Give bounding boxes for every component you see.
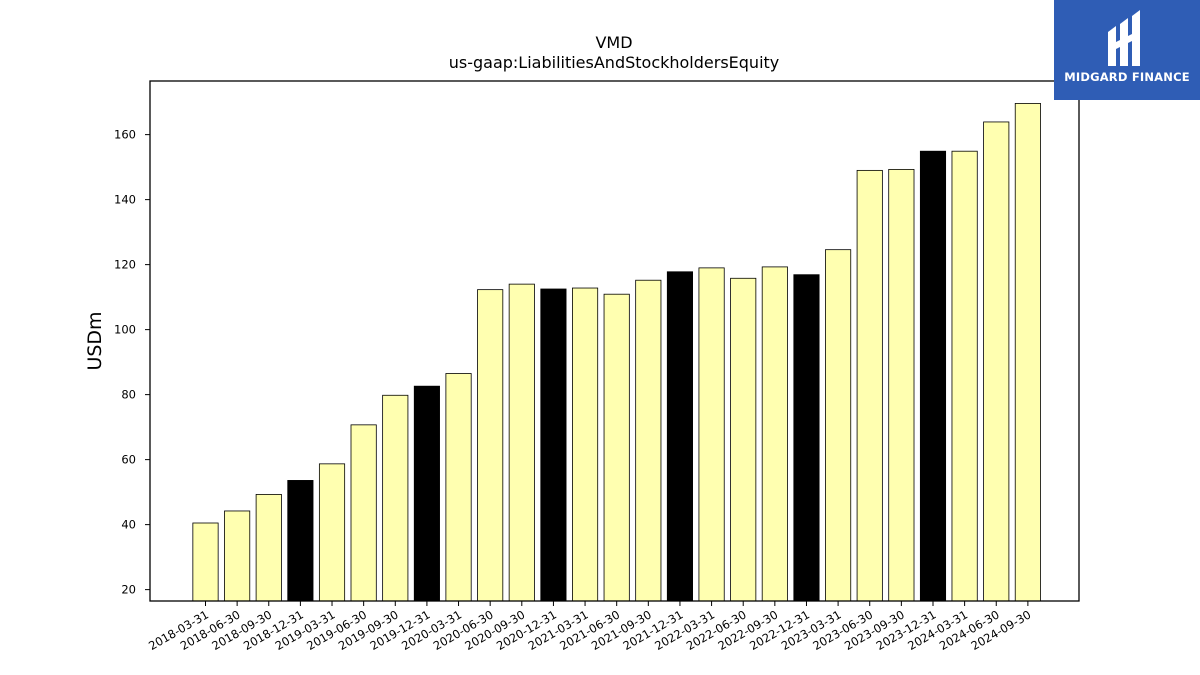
chart-title: VMD [595,33,632,52]
bar-2020-12-31 [540,288,567,602]
plot-frame [149,80,1080,602]
bar-2018-06-30 [224,510,251,602]
y-axis-ticks: 20 40 60 80 100 120 140 160 [114,128,150,597]
y-tick-label: 60 [121,453,136,467]
bar-2023-03-31 [825,249,852,602]
y-tick-label: 140 [114,193,136,207]
bar-2021-12-31 [666,271,693,602]
bar-2022-06-30 [730,277,757,602]
bar-2023-09-30 [888,168,915,602]
bar-2022-03-31 [698,267,725,602]
y-tick-label: 160 [114,128,136,142]
bar-2024-06-30 [983,121,1010,602]
bar-2024-03-31 [951,150,978,602]
bar-2021-06-30 [603,293,630,602]
bar-2021-03-31 [572,287,599,602]
y-tick-label: 80 [121,388,136,402]
y-tick-label: 120 [114,258,136,272]
bar-2018-12-31 [287,480,314,602]
bar-2019-06-30 [350,424,377,602]
bar-2022-12-31 [793,274,820,602]
x-axis-ticks: 2018-03-312018-06-302018-09-302018-12-31… [146,601,1033,653]
bar-2024-09-30 [1014,103,1041,602]
bar-2018-09-30 [255,493,282,602]
bar-2020-03-31 [445,373,472,602]
y-axis-label: USDm [84,311,106,370]
bar-2023-12-31 [919,150,947,602]
brand-logo: MIDGARD FINANCE [1054,0,1200,100]
bar-2023-06-30 [856,169,883,602]
bar-2019-09-30 [382,394,409,602]
bars-group [192,103,1041,602]
y-tick-label: 100 [114,323,136,337]
bar-2020-09-30 [508,283,535,602]
brand-name: MIDGARD FINANCE [1064,70,1190,84]
bar-2018-03-31 [192,522,219,602]
chart-subtitle: us-gaap:LiabilitiesAndStockholdersEquity [449,53,780,72]
y-tick-label: 40 [121,518,136,532]
midgard-logo-icon [1108,10,1140,66]
bar-2020-06-30 [477,289,504,602]
bar-2019-12-31 [413,385,440,602]
bar-2021-09-30 [635,279,662,602]
bar-2019-03-31 [318,463,346,602]
y-tick-label: 20 [121,583,136,597]
bar-2022-09-30 [761,266,788,602]
